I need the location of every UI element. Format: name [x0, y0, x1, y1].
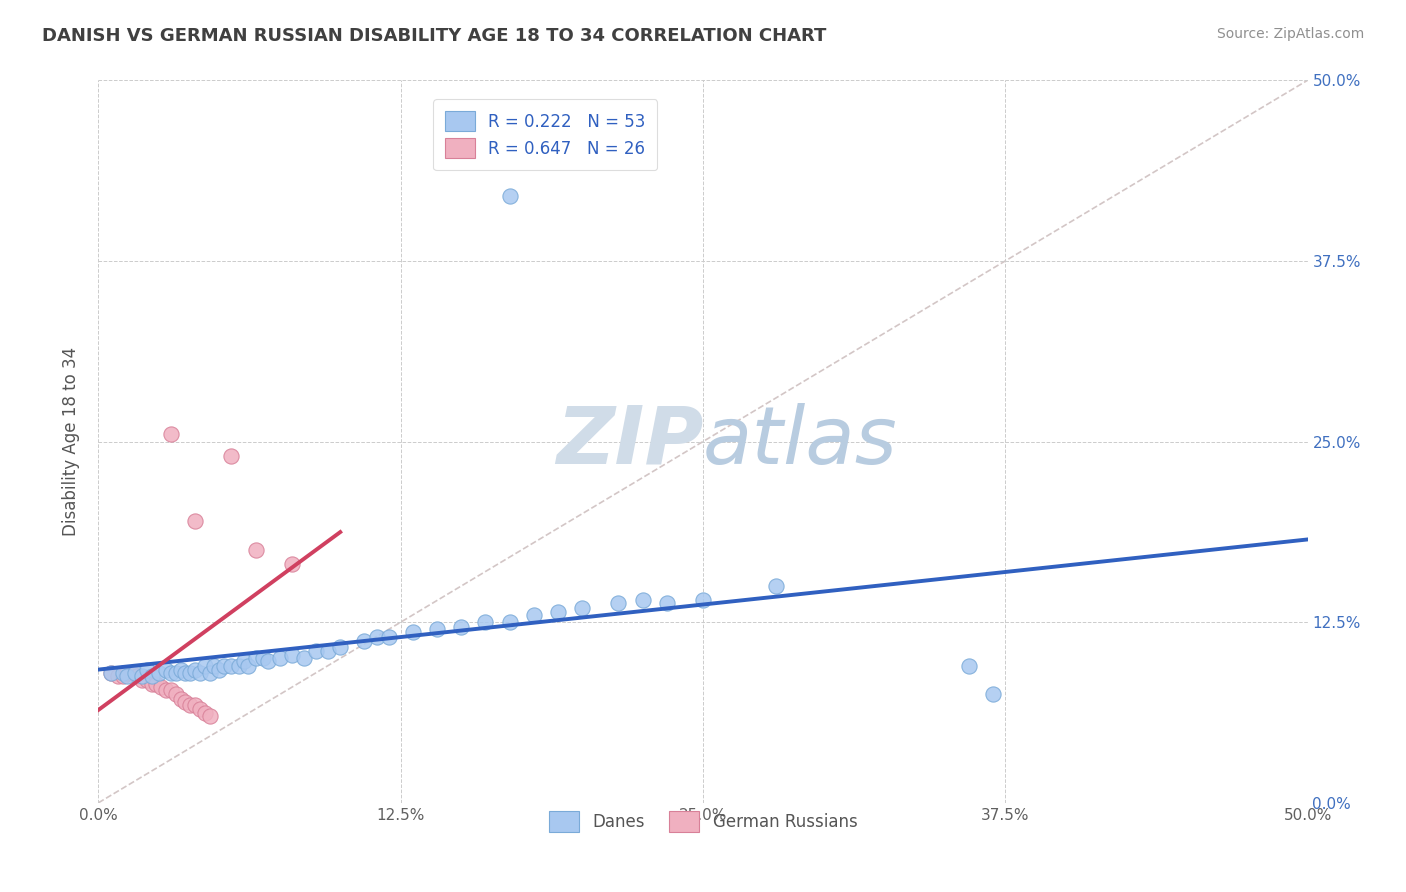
Point — [212, 658, 235, 673]
Point — [111, 668, 134, 682]
Point — [155, 663, 177, 677]
Point — [655, 596, 678, 610]
Point — [127, 668, 149, 682]
Point — [145, 677, 167, 691]
Point — [981, 687, 1004, 701]
Point — [141, 668, 163, 682]
Text: atlas: atlas — [703, 402, 898, 481]
Point — [100, 665, 122, 680]
Point — [194, 658, 217, 673]
Point — [160, 683, 183, 698]
Point — [692, 593, 714, 607]
Point — [174, 665, 197, 680]
Point — [426, 623, 449, 637]
Point — [179, 698, 201, 712]
Point — [135, 663, 157, 677]
Point — [252, 651, 274, 665]
Point — [765, 579, 787, 593]
Point — [198, 665, 221, 680]
Text: ZIP: ZIP — [555, 402, 703, 481]
Point — [281, 558, 304, 572]
Text: DANISH VS GERMAN RUSSIAN DISABILITY AGE 18 TO 34 CORRELATION CHART: DANISH VS GERMAN RUSSIAN DISABILITY AGE … — [42, 27, 827, 45]
Point — [402, 625, 425, 640]
Point — [169, 691, 191, 706]
Point — [179, 665, 201, 680]
Point — [631, 593, 654, 607]
Point — [281, 648, 304, 663]
Point — [292, 651, 315, 665]
Point — [174, 695, 197, 709]
Point — [184, 698, 207, 712]
Point — [188, 702, 211, 716]
Point — [107, 668, 129, 682]
Point — [366, 630, 388, 644]
Point — [155, 683, 177, 698]
Point — [184, 514, 207, 528]
Point — [232, 654, 254, 668]
Point — [148, 665, 170, 680]
Point — [498, 189, 520, 203]
Point — [188, 665, 211, 680]
Point — [131, 673, 153, 687]
Point — [256, 654, 278, 668]
Point — [169, 663, 191, 677]
Point — [117, 668, 139, 682]
Point — [111, 665, 134, 680]
Point — [198, 709, 221, 723]
Point — [269, 651, 291, 665]
Point — [184, 663, 207, 677]
Point — [353, 634, 375, 648]
Point — [117, 665, 139, 680]
Point — [221, 449, 243, 463]
Point — [498, 615, 520, 630]
Point — [450, 619, 472, 633]
Point — [228, 658, 250, 673]
Point — [194, 706, 217, 721]
Point — [131, 668, 153, 682]
Point — [208, 663, 231, 677]
Point — [160, 427, 183, 442]
Point — [957, 658, 980, 673]
Point — [135, 673, 157, 687]
Point — [329, 640, 352, 654]
Point — [100, 665, 122, 680]
Point — [316, 644, 339, 658]
Point — [523, 607, 546, 622]
Point — [571, 600, 593, 615]
Point — [474, 615, 496, 630]
Point — [141, 677, 163, 691]
Point — [305, 644, 328, 658]
Text: Source: ZipAtlas.com: Source: ZipAtlas.com — [1216, 27, 1364, 41]
Point — [221, 658, 243, 673]
Point — [377, 630, 399, 644]
Point — [165, 687, 187, 701]
Point — [165, 665, 187, 680]
Point — [124, 665, 146, 680]
Point — [121, 665, 143, 680]
Point — [150, 680, 173, 694]
Legend: Danes, German Russians: Danes, German Russians — [536, 798, 870, 845]
Y-axis label: Disability Age 18 to 34: Disability Age 18 to 34 — [62, 347, 80, 536]
Point — [160, 665, 183, 680]
Point — [204, 658, 226, 673]
Point — [238, 658, 260, 673]
Point — [245, 651, 267, 665]
Point — [607, 596, 630, 610]
Point — [245, 542, 267, 557]
Point — [547, 605, 569, 619]
